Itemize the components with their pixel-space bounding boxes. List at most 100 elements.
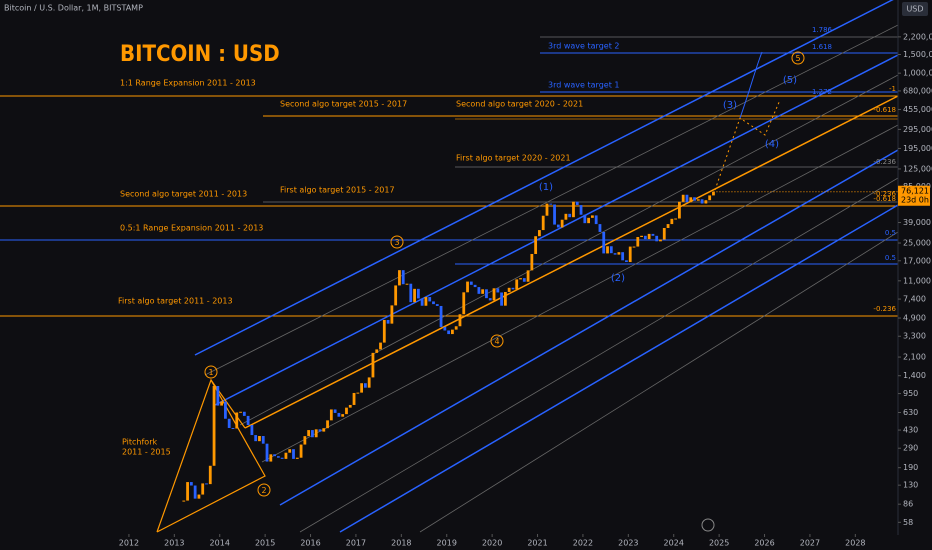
- candle: [500, 292, 503, 306]
- currency: USD: [906, 5, 923, 14]
- candle: [447, 330, 451, 335]
- candle: [371, 352, 375, 378]
- y-tick-label: 1,400: [903, 371, 926, 380]
- x-tick-label: 2018: [391, 539, 411, 548]
- candle: [375, 349, 379, 353]
- candle: [678, 201, 681, 219]
- candle: [432, 301, 435, 305]
- x-tick-label: 2023: [618, 539, 638, 548]
- candle: [700, 199, 704, 204]
- annotation: 3rd wave target 2: [548, 42, 619, 51]
- fib-label: -0.618: [873, 106, 896, 114]
- candle: [337, 412, 341, 417]
- candle: [394, 285, 398, 306]
- candle: [341, 414, 345, 417]
- candle: [488, 298, 492, 301]
- candle: [696, 199, 700, 201]
- candle: [333, 409, 337, 413]
- candle: [224, 401, 227, 419]
- annotation: Second algo target 2020 - 2021: [456, 100, 583, 109]
- y-tick-label: 1,500,000: [903, 50, 932, 59]
- y-tick-label: 7,400: [903, 295, 926, 304]
- candle: [428, 297, 432, 302]
- candle: [458, 314, 462, 327]
- candle: [708, 195, 712, 201]
- candle: [212, 386, 216, 466]
- candle: [632, 246, 636, 248]
- candle: [186, 482, 189, 501]
- candle: [258, 436, 261, 442]
- candle: [636, 237, 640, 247]
- candle: [307, 430, 311, 437]
- y-tick-label: 680,000: [903, 86, 932, 95]
- candle: [443, 326, 447, 331]
- wave-label: 2: [261, 486, 266, 495]
- candle: [553, 204, 556, 225]
- x-tick-label: 2025: [709, 539, 729, 548]
- candle: [416, 288, 420, 299]
- candle: [261, 436, 265, 444]
- candle: [496, 288, 500, 293]
- fib-label: -0.236: [873, 305, 896, 313]
- x-tick-label: 2014: [210, 539, 230, 548]
- last-price: 76,121: [901, 186, 929, 195]
- candle: [398, 270, 401, 286]
- annotation: 0.5:1 Range Expansion 2011 - 2013: [120, 224, 263, 233]
- candle: [583, 214, 587, 224]
- y-tick-label: 11,000: [903, 276, 931, 285]
- candle: [590, 215, 594, 218]
- symbol: Bitcoin / U.S. Dollar, 1M, BITSTAMP: [4, 4, 143, 13]
- x-tick-label: 2015: [255, 539, 275, 548]
- candle: [492, 288, 496, 301]
- candle: [511, 287, 515, 290]
- candle: [519, 278, 522, 280]
- candle: [356, 392, 360, 394]
- candle: [606, 246, 609, 254]
- annotation: Second algo target 2011 - 2013: [120, 190, 247, 199]
- annotation: Pitchfork: [122, 438, 157, 447]
- candle: [587, 217, 591, 224]
- channel-line: [299, 177, 899, 533]
- fib-label: 1.618: [812, 43, 832, 51]
- channel-line: [204, 24, 899, 376]
- candle: [526, 270, 530, 282]
- candle: [360, 383, 364, 393]
- candle: [481, 289, 485, 294]
- candle: [651, 233, 655, 236]
- candle: [647, 233, 651, 240]
- y-tick-label: 3,300: [903, 332, 926, 341]
- candle: [568, 213, 572, 218]
- y-tick-label: 2,200,000: [903, 32, 932, 41]
- annotation: 3rd wave target 1: [548, 81, 619, 90]
- fib-label: -0.236: [873, 190, 896, 198]
- candle: [280, 457, 284, 459]
- candle: [311, 430, 314, 438]
- subwave-label: (1): [539, 182, 553, 193]
- candle: [473, 284, 477, 288]
- x-tick-label: 2024: [664, 539, 684, 548]
- candle: [594, 215, 598, 225]
- candle: [564, 213, 568, 220]
- x-tick-label: 2013: [164, 539, 184, 548]
- wave-label: 4: [494, 337, 499, 346]
- candle: [538, 230, 541, 237]
- y-tick-label: 455,000: [903, 105, 932, 114]
- candle: [254, 435, 258, 442]
- annotation: First algo target 2015 - 2017: [280, 186, 395, 195]
- drawings: [0, 0, 899, 533]
- projection: [714, 99, 781, 191]
- subwave-label: (2): [611, 273, 625, 284]
- candle: [503, 291, 507, 306]
- candle: [197, 494, 201, 499]
- fib-label: 0.5: [885, 254, 896, 262]
- fib-label: -0.236: [873, 158, 896, 166]
- annotation: Second algo target 2015 - 2017: [280, 100, 407, 109]
- candle: [560, 219, 564, 228]
- candle: [689, 197, 693, 203]
- channel-line: [194, 0, 894, 356]
- channel-line: [261, 124, 899, 463]
- candle: [276, 456, 280, 458]
- candle: [545, 203, 549, 216]
- y-tick-label: 2,100: [903, 353, 926, 362]
